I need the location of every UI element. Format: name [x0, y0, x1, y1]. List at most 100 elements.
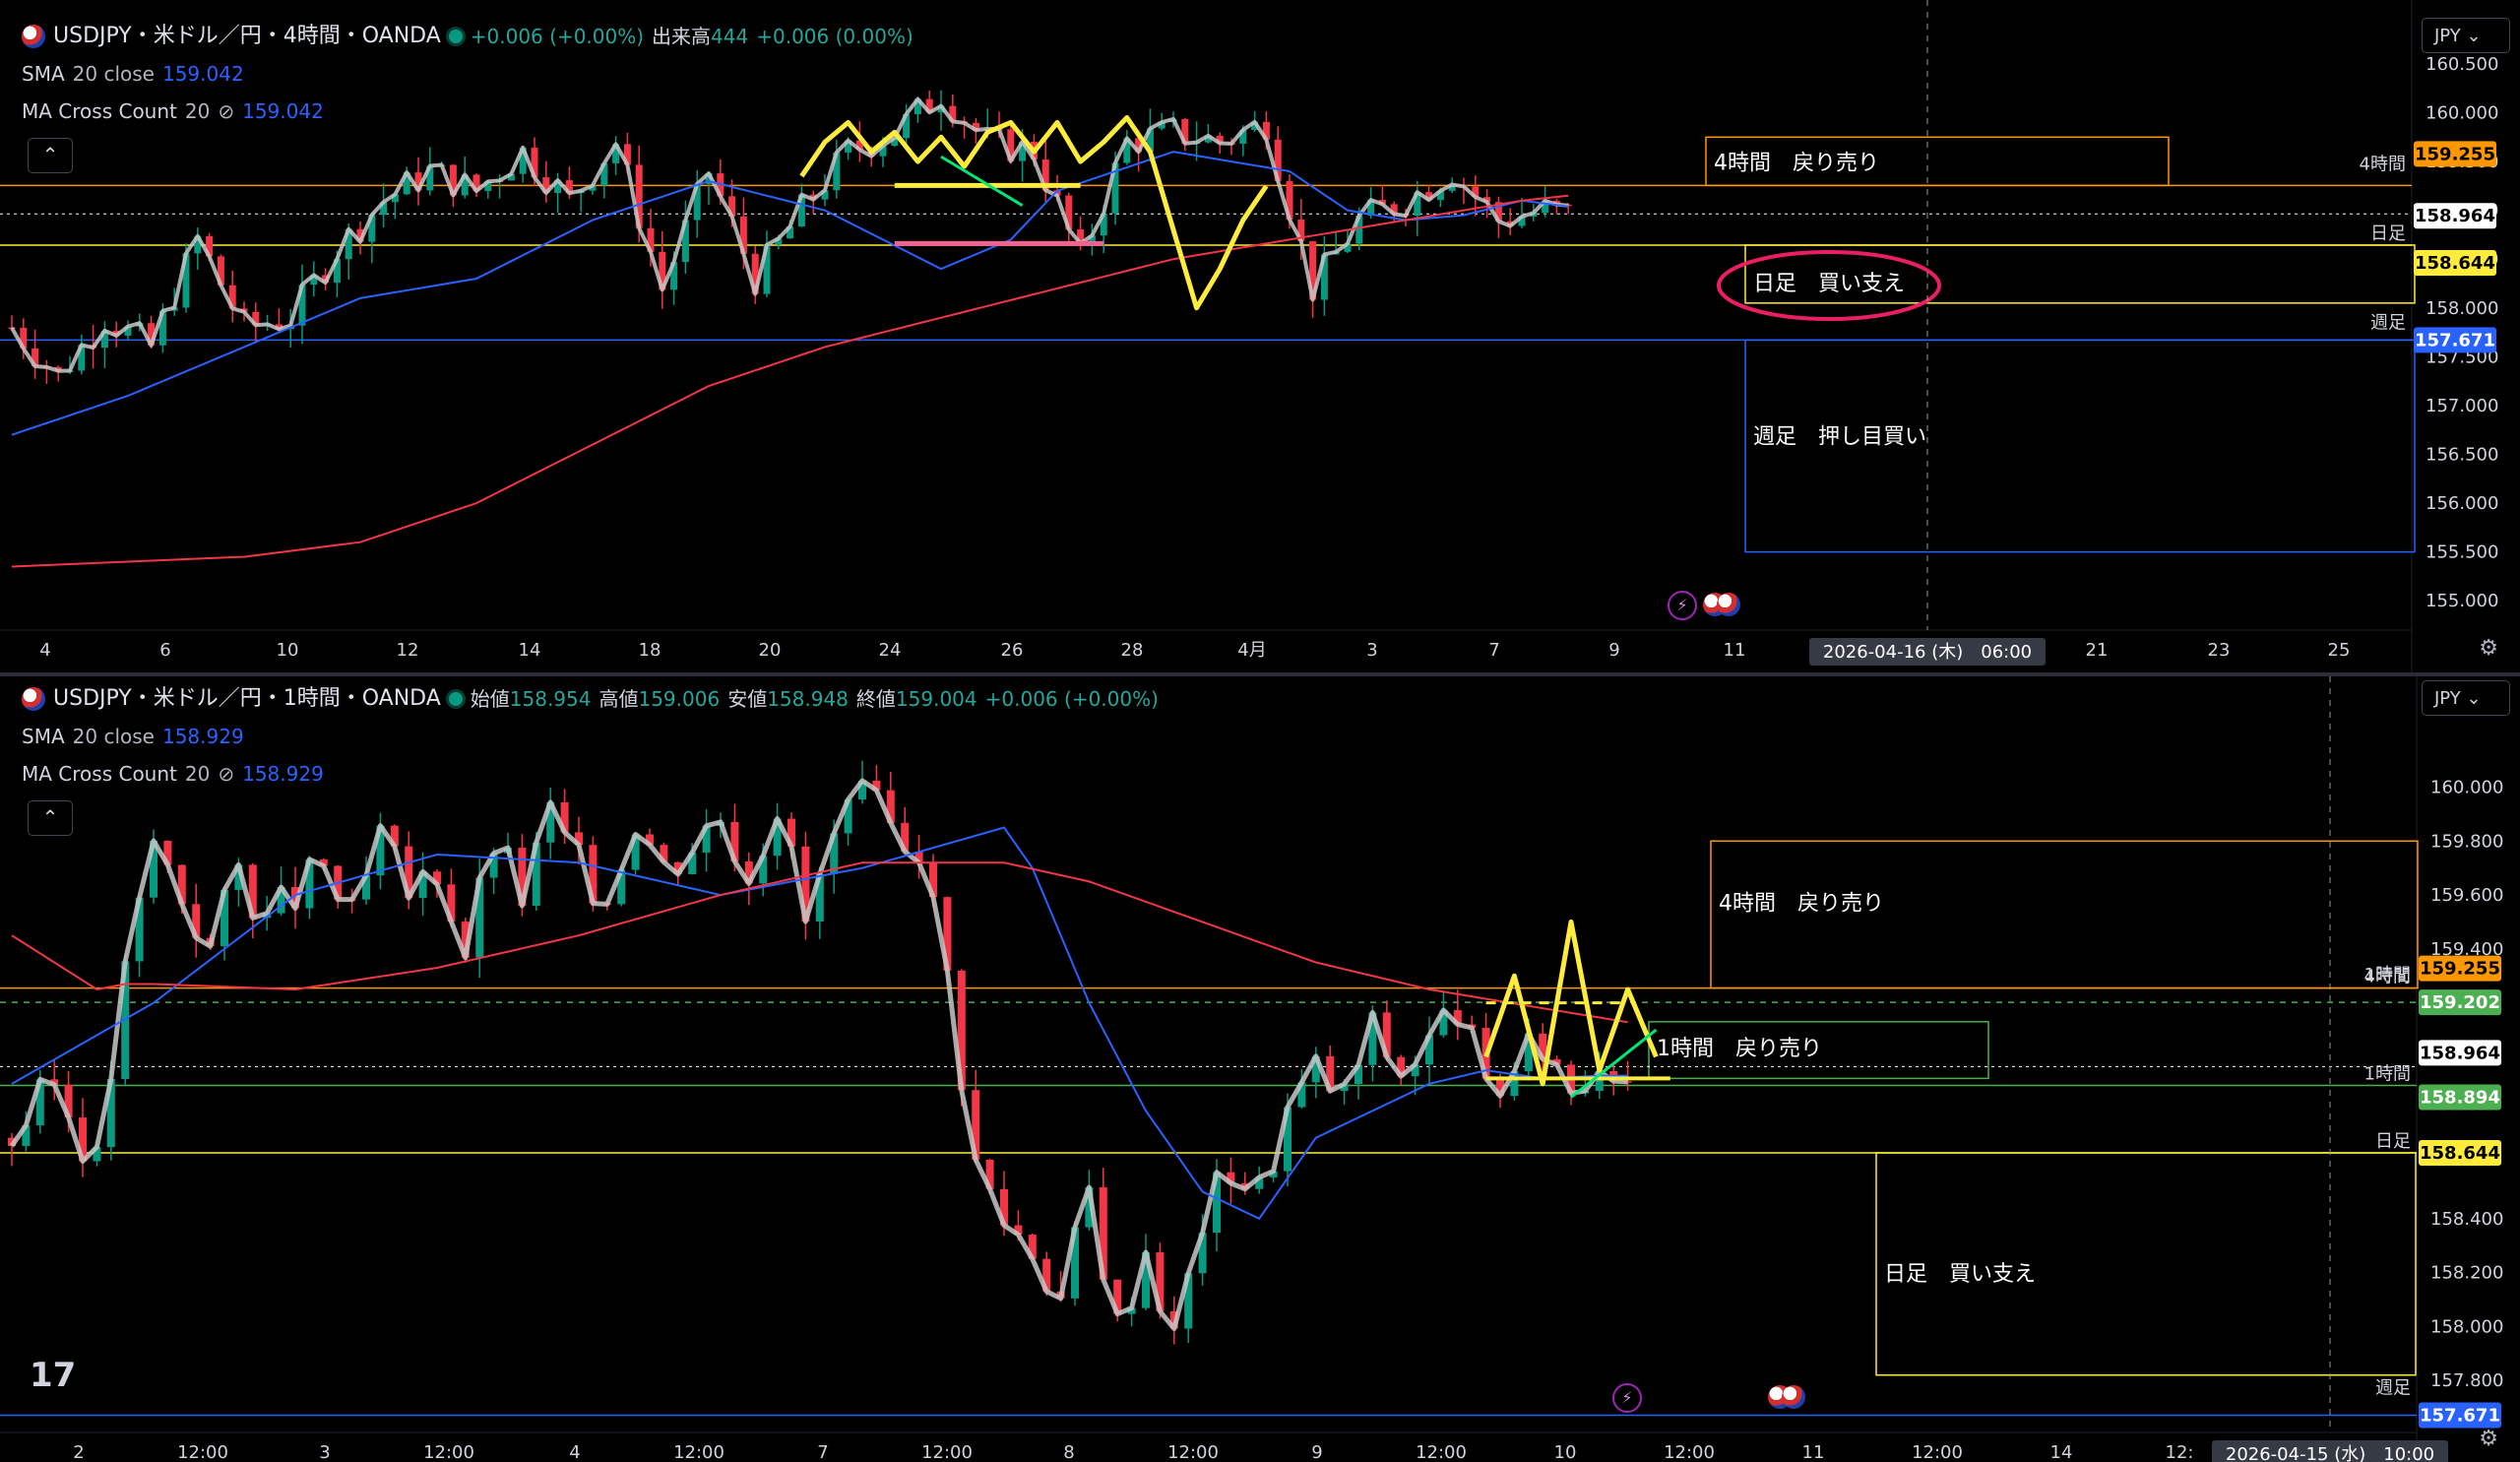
- wave-drawing: [1483, 919, 1659, 1087]
- candle-body: [148, 323, 156, 346]
- x-tick-label: 23: [2208, 640, 2231, 661]
- candle-body: [744, 861, 753, 884]
- symbol-title[interactable]: USDJPY・米ドル／円・1時間・OANDA: [53, 686, 441, 711]
- candle-body: [519, 147, 527, 174]
- x-tick-label: 28: [1121, 640, 1144, 661]
- x-tick-label: 11: [1724, 640, 1746, 661]
- candle-body: [310, 275, 318, 286]
- annotation-label: 4時間 戻り売り: [1719, 891, 1884, 916]
- hidden-eye-icon[interactable]: ⊘: [218, 99, 235, 123]
- candle-body: [1378, 200, 1386, 205]
- annotation-label: 日足 買い支え: [1753, 272, 1905, 296]
- candle-body: [943, 897, 952, 971]
- candle-body: [830, 833, 839, 874]
- sma-label[interactable]: SMA: [22, 62, 65, 86]
- x-tick-label: 25: [2328, 640, 2351, 661]
- macross-label[interactable]: MA Cross Count: [22, 99, 177, 123]
- candle-body: [248, 864, 257, 919]
- candle-body: [1494, 202, 1502, 222]
- highlight-ellipse[interactable]: [1717, 250, 1941, 321]
- candle-body: [380, 202, 388, 216]
- trend-drawing: [1570, 1028, 1658, 1099]
- collapse-legend-button[interactable]: ⌃: [28, 800, 73, 836]
- candle-body: [518, 848, 527, 906]
- candle-body: [1539, 1033, 1547, 1059]
- candle-body: [759, 856, 768, 884]
- candle-body: [475, 877, 484, 958]
- candle-body: [631, 834, 640, 870]
- candle-body: [1274, 139, 1282, 181]
- candle-body: [414, 172, 422, 191]
- candle-body: [507, 173, 515, 181]
- pane-divider[interactable]: [0, 672, 2520, 676]
- change-text: +0.006 (+0.00%): [984, 687, 1159, 711]
- candle-body: [1297, 1082, 1306, 1108]
- x-tick-label: 7: [817, 1442, 828, 1462]
- candle-body: [891, 138, 899, 146]
- candle-body: [1542, 200, 1549, 214]
- candle-body: [1156, 1251, 1165, 1311]
- currency-select[interactable]: JPY ⌄: [2422, 18, 2510, 53]
- y-tick-label: 159.600: [2430, 885, 2503, 906]
- candle-body: [901, 822, 910, 852]
- price-label-text: 157.671: [2420, 1406, 2500, 1427]
- candle-body: [589, 185, 597, 191]
- candle-body: [1453, 1010, 1462, 1025]
- candle-body: [623, 144, 631, 165]
- y-tick-label: 155.500: [2426, 542, 2498, 563]
- gear-icon[interactable]: ⚙: [2479, 636, 2498, 661]
- candle-body: [163, 840, 172, 865]
- x-tick-label: 12: [397, 640, 419, 661]
- y-tick-label: 158.200: [2430, 1263, 2503, 1284]
- candle-body: [1344, 243, 1352, 252]
- candle-body: [64, 1084, 73, 1118]
- candle-body: [1284, 1107, 1292, 1172]
- candle-body: [100, 330, 108, 349]
- x-tick-label: 14: [2050, 1442, 2073, 1462]
- flag-icon: [22, 687, 45, 711]
- lightning-icon[interactable]: ⚡: [1668, 591, 1697, 620]
- sma-label[interactable]: SMA: [22, 725, 65, 748]
- price-label-badge: [2414, 141, 2496, 167]
- candle-body: [1414, 192, 1421, 217]
- candle-body: [879, 145, 887, 157]
- sma-line: [11, 151, 1569, 436]
- price-label-badge: [2419, 1139, 2501, 1166]
- candle-body: [275, 324, 283, 330]
- chart-pane-4h[interactable]: 4時間 戻り売り 日足 買い支え 週足 押し目買い 4時間 日足 週足 160.500 160…: [0, 0, 2520, 672]
- candle-body: [449, 164, 457, 196]
- tradingview-logo-icon[interactable]: 17: [30, 1356, 77, 1395]
- chart-pane-1h[interactable]: 4時間 戻り売り 1時間 戻り売り 日足 買い支え 4時間 1時間 1時間 日足 週足 160.…: [0, 676, 2520, 1462]
- annotation-zone: [1648, 1021, 1989, 1080]
- candle-body: [728, 196, 736, 217]
- level-name-label: 1時間: [2364, 1063, 2411, 1084]
- x-tick-label: 12:00: [1167, 1442, 1219, 1462]
- candle-body: [705, 173, 713, 184]
- price-label-badge: [2414, 327, 2496, 353]
- currency-select[interactable]: JPY ⌄: [2422, 680, 2510, 716]
- legend-4h: USDJPY・米ドル／円・4時間・OANDA +0.006 (+0.00%) 出…: [22, 18, 914, 130]
- symbol-title[interactable]: USDJPY・米ドル／円・4時間・OANDA: [53, 24, 441, 48]
- candle-body: [50, 1079, 59, 1085]
- candle-body: [298, 285, 306, 326]
- volume-value: 444: [711, 25, 749, 48]
- candle-body: [1042, 1258, 1051, 1292]
- candle-body: [775, 238, 783, 245]
- candle-body: [1184, 1273, 1193, 1329]
- candle-body: [32, 348, 39, 367]
- candle-body: [797, 194, 805, 227]
- event-flag-icon[interactable]: [1782, 1385, 1805, 1409]
- lightning-icon[interactable]: ⚡: [1612, 1383, 1642, 1413]
- macross-label[interactable]: MA Cross Count: [22, 762, 177, 786]
- candle-body: [1158, 122, 1166, 129]
- hidden-eye-icon[interactable]: ⊘: [218, 762, 235, 786]
- gear-icon[interactable]: ⚙: [2479, 1427, 2498, 1451]
- event-flag-icon[interactable]: [1717, 593, 1740, 616]
- y-tick-label: 157.800: [2430, 1370, 2503, 1391]
- collapse-legend-button[interactable]: ⌃: [28, 138, 73, 173]
- low-value: 158.948: [767, 687, 849, 711]
- candle-body: [957, 970, 966, 1091]
- candle-body: [542, 177, 550, 194]
